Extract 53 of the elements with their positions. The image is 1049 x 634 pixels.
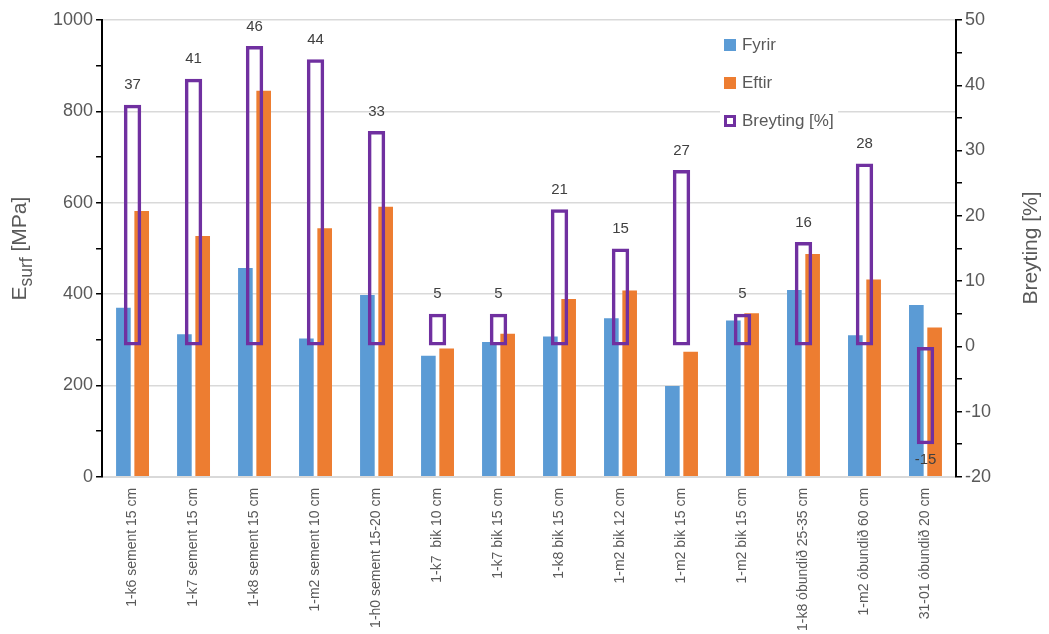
x-tick-label: 1-k7 sement 15 cm [184,487,201,607]
data-label: 37 [124,75,141,93]
bar [177,334,192,477]
x-tick-label: 1-k6 sement 15 cm [123,487,140,607]
x-tick-label: 1-m2 sement 10 cm [306,487,323,612]
y-tick-label: 600 [63,191,94,212]
data-label: 16 [795,212,812,230]
legend-label: Eftir [741,73,773,93]
x-tick-label: 31-01 óbundið 20 cm [916,487,933,620]
data-label: -15 [914,449,937,467]
data-label: 28 [856,134,873,152]
y2-axis-title: Breyting [%] [1017,191,1042,305]
x-tick-label: 1-k8 sement 15 cm [245,487,262,607]
data-label: 44 [307,29,324,47]
x-tick-label: 1-k8 óbundið 25-35 cm [794,487,811,631]
bar [421,355,436,477]
legend-label: Breyting [%] [741,111,834,131]
data-label: 5 [494,284,503,302]
y-tick-label: 1000 [53,8,94,29]
x-tick-label: 1-h0 sement 15-20 cm [367,487,384,628]
data-label: 27 [673,140,690,158]
data-label: 5 [433,284,442,302]
bar [238,268,253,477]
y2-tick-label: 0 [964,335,975,356]
x-tick-label: 1-m2 bik 15 cm [672,487,689,584]
x-tick-label: 1-m2 óbundið 60 cm [855,487,872,616]
y-tick-label: 200 [63,374,94,395]
y2-tick-label: 10 [964,270,986,290]
y2-tick-label: -20 [964,465,991,486]
y2-tick-label: 50 [964,8,986,29]
data-label: 15 [612,219,629,237]
x-tick-label: 1-k8 bik 15 cm [550,487,567,579]
y-tick-label: 800 [63,100,94,121]
x-tick-label: 1-m2 bik 15 cm [733,487,750,584]
data-label: 5 [738,284,747,302]
data-label: 33 [368,101,385,119]
x-tick-label: 1-k7 bik 15 cm [489,487,506,579]
bar [683,351,698,477]
bar [116,307,131,477]
y-tick-label: 0 [83,465,94,486]
y2-tick-label: 40 [964,74,986,95]
data-label: 46 [246,16,263,34]
bar [665,385,680,477]
y2-tick-label: 30 [964,139,986,160]
x-tick-label: 1-k7 bik 10 cm [428,487,445,583]
y-tick-label: 400 [63,283,94,304]
data-label: 21 [551,179,568,197]
bar [744,313,759,477]
data-label: 41 [185,49,202,67]
y2-tick-label: -10 [964,400,991,421]
y2-tick-label: 20 [964,204,986,225]
x-tick-label: 1-m2 bik 12 cm [611,487,628,584]
legend-label: Fyrir [741,35,776,55]
